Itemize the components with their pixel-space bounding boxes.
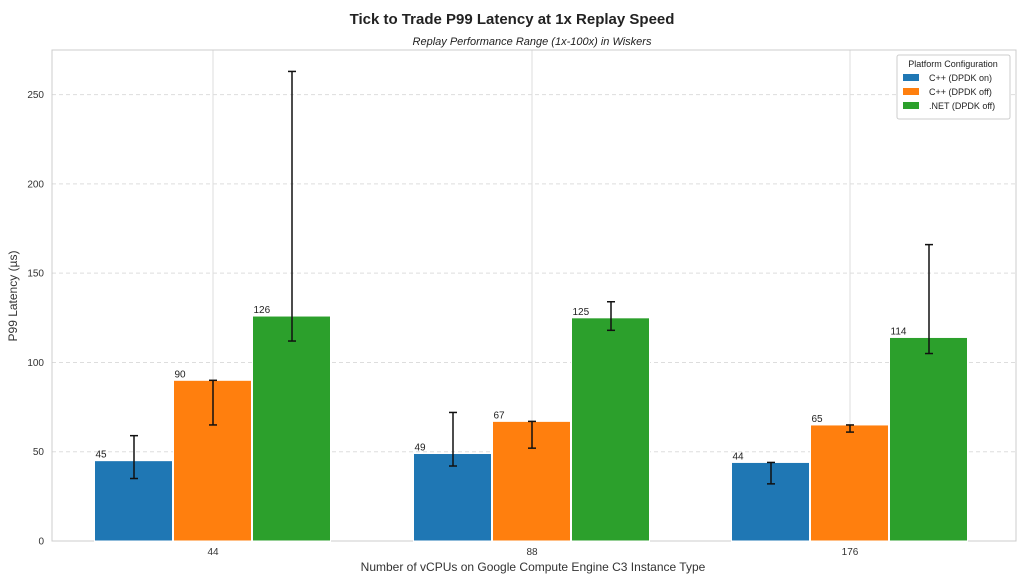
chart-subtitle: Replay Performance Range (1x-100x) in Wi… bbox=[413, 36, 652, 48]
y-axis-label: P99 Latency (µs) bbox=[6, 251, 20, 342]
x-tick-label: 88 bbox=[526, 547, 538, 558]
data-label: 125 bbox=[573, 307, 590, 318]
data-label: 90 bbox=[175, 369, 187, 380]
error-bar bbox=[846, 424, 854, 433]
error-bar bbox=[209, 379, 217, 426]
y-axis-ticks: 0 50 100 150 200 250 bbox=[27, 90, 44, 547]
error-bar bbox=[925, 243, 933, 355]
bar bbox=[571, 317, 650, 542]
data-label: 49 bbox=[415, 443, 427, 454]
error-bar bbox=[449, 411, 457, 467]
x-tick-label: 44 bbox=[207, 547, 219, 558]
legend-entry: C++ (DPDK off) bbox=[929, 87, 992, 97]
y-tick-label: 0 bbox=[38, 537, 44, 548]
data-label: 114 bbox=[891, 326, 907, 337]
y-tick-label: 100 bbox=[27, 358, 44, 369]
error-bar bbox=[767, 461, 775, 485]
error-bar bbox=[288, 70, 296, 342]
x-axis-label: Number of vCPUs on Google Compute Engine… bbox=[361, 560, 706, 574]
y-tick-label: 150 bbox=[27, 269, 44, 280]
y-tick-label: 250 bbox=[27, 90, 44, 101]
y-tick-label: 50 bbox=[33, 447, 45, 458]
bar bbox=[889, 336, 968, 542]
data-label: 126 bbox=[254, 305, 271, 316]
error-bar bbox=[607, 300, 615, 332]
bar bbox=[252, 315, 331, 542]
legend-box bbox=[896, 54, 1011, 120]
x-tick-label: 176 bbox=[842, 547, 859, 558]
y-tick-label: 200 bbox=[27, 179, 44, 190]
legend-entry: C++ (DPDK on) bbox=[929, 73, 992, 83]
chart-title: Tick to Trade P99 Latency at 1x Replay S… bbox=[350, 11, 675, 28]
data-labels: 45 49 44 90 67 65 126 125 114 bbox=[96, 305, 907, 462]
data-label: 44 bbox=[733, 451, 745, 462]
legend-swatch bbox=[903, 102, 919, 109]
legend: Platform Configuration C++ (DPDK on) C++ … bbox=[896, 54, 1011, 120]
error-bar bbox=[130, 434, 138, 480]
data-label: 67 bbox=[494, 410, 506, 421]
legend-swatch bbox=[903, 88, 919, 95]
error-bars bbox=[130, 70, 933, 485]
data-label: 65 bbox=[812, 414, 824, 425]
x-axis-ticks: 44 88 176 bbox=[207, 547, 858, 558]
bar bbox=[810, 424, 889, 542]
data-label: 45 bbox=[96, 450, 108, 461]
error-bar bbox=[528, 420, 536, 449]
legend-entry: .NET (DPDK off) bbox=[929, 101, 995, 111]
legend-title: Platform Configuration bbox=[908, 59, 998, 69]
bars bbox=[94, 315, 968, 542]
legend-swatch bbox=[903, 74, 919, 81]
